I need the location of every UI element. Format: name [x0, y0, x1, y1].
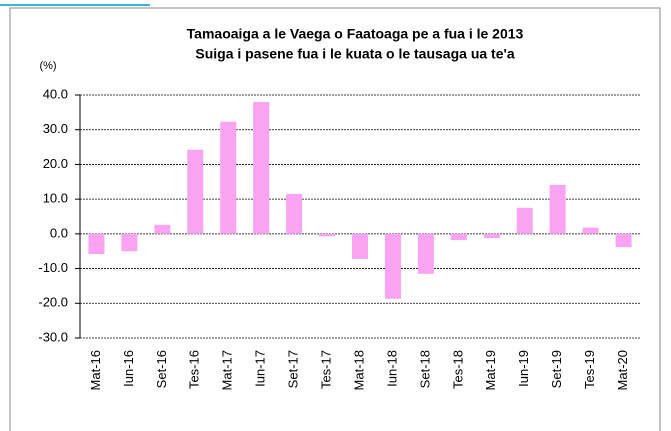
bar [450, 233, 467, 241]
y-tick-label: -10.0 [38, 260, 68, 275]
bar [384, 233, 401, 299]
x-tick-label: Set-17 [286, 350, 301, 388]
bar [516, 207, 533, 234]
bar [88, 233, 105, 254]
y-tick-label: 20.0 [43, 156, 68, 171]
x-tick-label: Mat-18 [351, 350, 366, 390]
x-tick-label: Set-16 [154, 350, 169, 388]
x-tick-label: Set-18 [417, 350, 432, 388]
bar [319, 233, 336, 237]
bar [121, 233, 138, 252]
x-tick-label: Iun-19 [516, 350, 531, 387]
bar [582, 227, 599, 234]
bar [253, 101, 270, 234]
y-tick-label: 10.0 [43, 191, 68, 206]
x-tick-label: Mat-20 [615, 350, 630, 390]
x-tick-label: Iun-18 [384, 350, 399, 387]
bar [615, 233, 632, 248]
y-tick-label: -20.0 [38, 295, 68, 310]
x-tick-label: Tes-18 [450, 350, 465, 389]
bar [549, 184, 566, 234]
y-tick-label: 0.0 [50, 225, 68, 240]
x-tick-label: Iun-17 [253, 350, 268, 387]
x-tick-label: Tes-16 [187, 350, 202, 389]
bar [286, 193, 303, 234]
chart-title: Tamaoaiga a le Vaega o Faatoaga pe a fua… [187, 26, 524, 42]
y-tick-label: -30.0 [38, 329, 68, 344]
x-tick-label: Tes-17 [318, 350, 333, 389]
x-tick-label: Tes-19 [582, 350, 597, 389]
chart-subtitle: Suiga i pasene fua i le kuata o le tausa… [195, 46, 514, 62]
bar [352, 233, 368, 259]
x-tick-label: Mat-19 [483, 350, 498, 390]
y-axis-label: (%) [39, 60, 56, 72]
x-tick-label: Iun-16 [121, 350, 136, 387]
y-tick-label: 40.0 [43, 86, 68, 101]
bar [417, 233, 434, 274]
bar [483, 233, 500, 239]
x-tick-label: Mat-17 [220, 350, 235, 390]
x-tick-label: Set-19 [549, 350, 564, 388]
bar [154, 224, 171, 234]
bar [187, 149, 204, 234]
y-tick-label: 30.0 [43, 121, 68, 136]
x-tick-label: Mat-16 [88, 350, 103, 390]
bar [220, 121, 237, 234]
